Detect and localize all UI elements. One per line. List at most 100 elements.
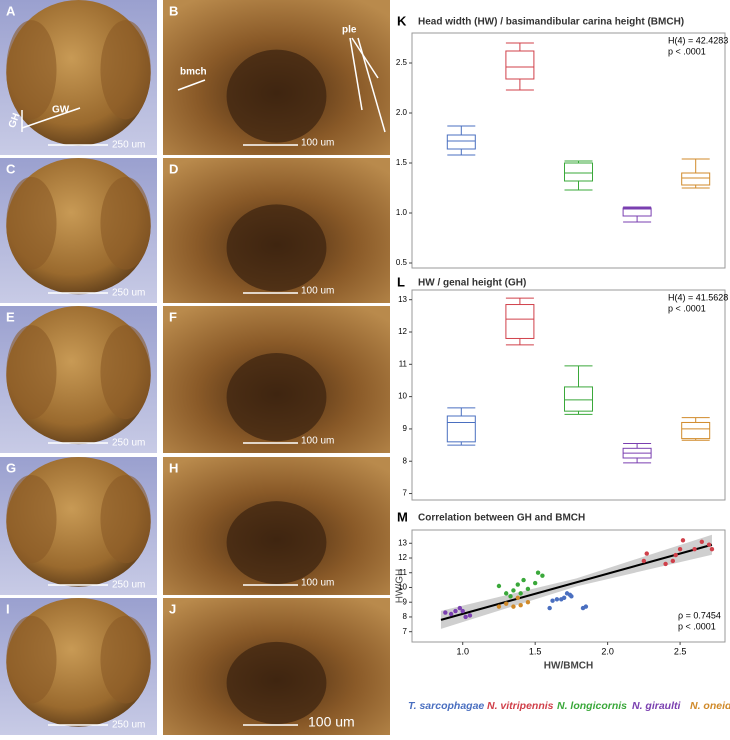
eye [6, 20, 57, 120]
eye [100, 20, 151, 120]
y-tick-label: 7 [403, 489, 408, 498]
x-tick-label: 1.0 [456, 646, 469, 656]
point [515, 582, 520, 587]
scale-label: 250 um [112, 438, 145, 449]
stat-annotation: p < .0001 [678, 621, 716, 631]
annotation-arrow [357, 37, 386, 133]
eye [100, 615, 151, 704]
scale-label: 100 um [301, 286, 334, 297]
chart-title: HW / genal height (GH) [418, 278, 526, 289]
legend-entry: N. vitripennis [487, 700, 554, 712]
point [670, 558, 676, 564]
scale-label: 100 um [301, 578, 334, 589]
y-tick-label: 10 [398, 583, 407, 592]
scale-label: 250 um [112, 288, 145, 299]
point [457, 605, 463, 611]
stat-annotation: H(4) = 41.5628 [668, 292, 728, 302]
point [443, 610, 448, 615]
stat-annotation: p < .0001 [668, 303, 706, 313]
point [521, 577, 526, 583]
point [525, 586, 531, 592]
point [644, 551, 649, 556]
plot-frame [411, 289, 726, 501]
point [706, 542, 712, 547]
y-axis-label: HW/GH [395, 569, 406, 603]
eye [100, 474, 151, 564]
mouthparts [226, 641, 327, 725]
point [453, 608, 458, 614]
scale-label: 100 um [301, 138, 334, 149]
panel-letter: K [397, 13, 407, 28]
y-tick-label: 12 [398, 327, 407, 336]
point [663, 561, 668, 567]
eye [100, 325, 151, 420]
point [699, 539, 705, 544]
y-tick-label: 8 [403, 612, 408, 621]
legend-entry: N. longicornis [557, 700, 627, 712]
point [583, 604, 589, 609]
panel-letter: B [169, 3, 178, 18]
mouthparts [226, 204, 327, 292]
legend-entry: T. sarcophagae [408, 700, 484, 712]
eye [6, 615, 57, 704]
box [564, 386, 593, 412]
point [525, 600, 531, 605]
annotation-line [177, 79, 206, 91]
point [508, 594, 513, 599]
point [503, 591, 509, 596]
point [496, 583, 502, 589]
scale-label: 250 um [112, 140, 145, 151]
scale-label: 250 um [112, 580, 145, 591]
annotation: ple [342, 25, 357, 36]
point [554, 597, 560, 602]
panel-letter: F [169, 309, 177, 324]
eye [6, 474, 57, 564]
y-tick-label: 12 [398, 553, 407, 562]
point [567, 592, 573, 598]
point [692, 546, 697, 552]
trend-line [440, 543, 713, 621]
eye [100, 176, 151, 270]
y-tick-label: 9 [403, 597, 408, 606]
point [467, 613, 473, 618]
scale-label: 100 um [301, 436, 334, 447]
point [518, 591, 523, 596]
box [564, 162, 593, 182]
panel-letter: A [6, 3, 16, 18]
eye [6, 176, 57, 270]
y-tick-label: 0.5 [396, 258, 408, 267]
stat-annotation: H(4) = 42.4283 [668, 35, 728, 45]
annotation: GH [7, 112, 22, 130]
x-axis-label: HW/BMCH [544, 661, 593, 672]
box [446, 134, 476, 150]
panel-letter: J [169, 601, 176, 616]
box [446, 415, 476, 443]
point [535, 570, 541, 575]
point [680, 538, 686, 543]
x-tick-label: 2.0 [601, 646, 614, 656]
y-tick-label: 9 [403, 424, 408, 433]
y-tick-label: 13 [398, 538, 407, 547]
y-tick-label: 2.5 [396, 58, 408, 67]
point [709, 546, 715, 552]
mouthparts [226, 353, 327, 442]
y-tick-label: 10 [398, 392, 407, 401]
annotation-line [21, 107, 81, 129]
point [559, 597, 564, 602]
box [505, 50, 535, 80]
point [511, 588, 516, 593]
legend-entry: N. oneida [690, 700, 730, 712]
box [681, 421, 711, 440]
box [681, 172, 711, 186]
y-tick-label: 8 [403, 456, 408, 465]
point [448, 611, 454, 617]
stat-annotation: ρ = 0.7454 [678, 610, 721, 620]
panel-letter: L [397, 274, 405, 289]
point [547, 605, 552, 611]
panel-letter: E [6, 309, 15, 324]
y-tick-label: 13 [398, 295, 407, 304]
point [460, 608, 465, 614]
panel-letter: C [6, 161, 16, 176]
y-tick-label: 2.0 [396, 108, 408, 117]
